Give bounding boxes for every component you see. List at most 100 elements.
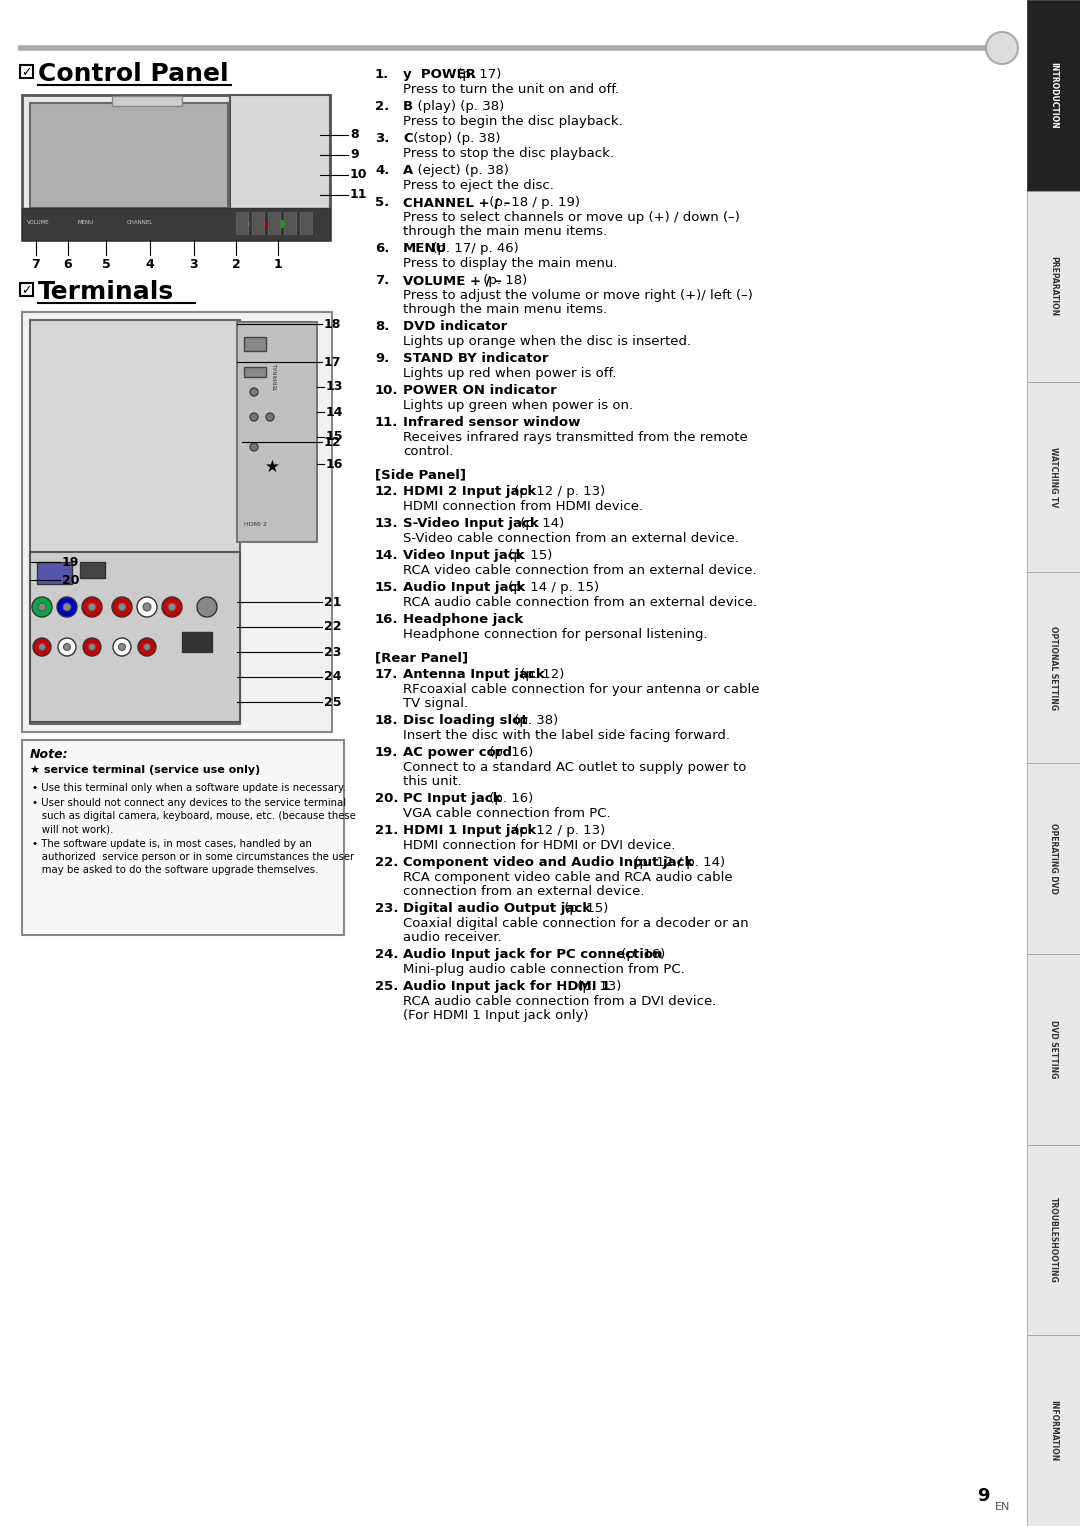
Bar: [300, 212, 312, 233]
Text: ✓: ✓: [22, 284, 32, 298]
Text: 12: 12: [324, 435, 341, 449]
Text: 20: 20: [62, 574, 80, 586]
Text: 3.: 3.: [375, 133, 390, 145]
Text: 8.: 8.: [375, 320, 390, 333]
Text: 5: 5: [102, 258, 110, 272]
Text: (p. 14 / p. 15): (p. 14 / p. 15): [503, 581, 599, 594]
Text: through the main menu items.: through the main menu items.: [403, 304, 607, 316]
Text: 6.: 6.: [375, 243, 390, 255]
Text: 5.: 5.: [375, 195, 389, 209]
Text: 3: 3: [190, 258, 199, 272]
Text: (p. 14): (p. 14): [516, 517, 565, 530]
Text: Control Panel: Control Panel: [38, 63, 229, 85]
Text: S-Video Input jack: S-Video Input jack: [403, 517, 539, 530]
Text: (p. 16): (p. 16): [617, 948, 665, 961]
Text: [Side Panel]: [Side Panel]: [375, 468, 465, 481]
Text: [Rear Panel]: [Rear Panel]: [375, 652, 468, 664]
Circle shape: [64, 644, 70, 650]
Text: (p. 18 / p. 19): (p. 18 / p. 19): [485, 195, 580, 209]
Text: Press to stop the disc playback.: Press to stop the disc playback.: [403, 146, 615, 160]
Text: Press to turn the unit on and off.: Press to turn the unit on and off.: [403, 82, 619, 96]
Text: (play) (p. 38): (play) (p. 38): [409, 101, 504, 113]
Text: HDMI 1 Input jack: HDMI 1 Input jack: [403, 824, 537, 836]
Text: (p. 12 / p. 13): (p. 12 / p. 13): [510, 485, 606, 497]
Circle shape: [986, 32, 1018, 64]
Text: 9: 9: [977, 1486, 990, 1505]
Text: RFcoaxial cable connection for your antenna or cable: RFcoaxial cable connection for your ante…: [403, 684, 759, 696]
Text: Mini-plug audio cable connection from PC.: Mini-plug audio cable connection from PC…: [403, 963, 685, 977]
Text: STAND BY indicator: STAND BY indicator: [403, 353, 549, 365]
Circle shape: [38, 603, 46, 610]
Bar: [30, 552, 240, 722]
Text: Press to adjust the volume or move right (+)/ left (–): Press to adjust the volume or move right…: [403, 288, 753, 302]
Text: audio receiver.: audio receiver.: [403, 931, 501, 945]
Text: • User should not connect any devices to the service terminal: • User should not connect any devices to…: [32, 798, 346, 807]
Text: Lights up red when power is off.: Lights up red when power is off.: [403, 366, 617, 380]
Text: • The software update is, in most cases, handled by an: • The software update is, in most cases,…: [32, 839, 312, 848]
Text: Disc loading slot: Disc loading slot: [403, 714, 528, 726]
Text: (p. 12 / p. 13): (p. 12 / p. 13): [510, 824, 606, 836]
Text: Press to select channels or move up (+) / down (–): Press to select channels or move up (+) …: [403, 211, 740, 224]
Text: (p. 16): (p. 16): [485, 746, 534, 758]
Text: OPTIONAL SETTING: OPTIONAL SETTING: [1049, 626, 1058, 710]
Text: 7: 7: [31, 258, 40, 272]
Bar: [22, 208, 330, 240]
Circle shape: [137, 597, 157, 617]
Circle shape: [63, 603, 71, 610]
Text: TV signal.: TV signal.: [403, 697, 468, 710]
Text: (eject) (p. 38): (eject) (p. 38): [409, 163, 509, 177]
Text: (p. 12): (p. 12): [516, 668, 565, 681]
Text: 11: 11: [350, 189, 367, 201]
Text: 19.: 19.: [375, 746, 399, 758]
Bar: [21, 66, 33, 78]
Bar: [244, 337, 266, 351]
Text: A: A: [403, 163, 414, 177]
Text: 14: 14: [326, 406, 343, 418]
Text: 9: 9: [350, 148, 359, 162]
Circle shape: [240, 220, 249, 229]
Text: 23.: 23.: [375, 902, 399, 916]
Text: PC Input jack: PC Input jack: [403, 792, 501, 806]
Text: 22: 22: [324, 621, 341, 633]
Text: Lights up orange when the disc is inserted.: Lights up orange when the disc is insert…: [403, 336, 691, 348]
Text: CHANNEL: CHANNEL: [127, 220, 153, 224]
Bar: [230, 95, 330, 240]
Text: HDMI connection for HDMI or DVI device.: HDMI connection for HDMI or DVI device.: [403, 839, 675, 852]
Bar: [1027, 954, 1080, 1144]
Text: 15: 15: [326, 430, 343, 444]
Circle shape: [249, 414, 258, 421]
Circle shape: [87, 603, 96, 610]
Text: (p. 18): (p. 18): [478, 275, 527, 287]
Text: Audio Input jack: Audio Input jack: [403, 581, 525, 594]
Text: (stop) (p. 38): (stop) (p. 38): [409, 133, 501, 145]
Text: RCA video cable connection from an external device.: RCA video cable connection from an exter…: [403, 565, 757, 577]
Bar: [30, 320, 240, 723]
Circle shape: [249, 443, 258, 452]
Text: 24.: 24.: [375, 948, 399, 961]
Text: 20.: 20.: [375, 792, 399, 806]
Text: Video Input jack: Video Input jack: [403, 549, 525, 562]
Bar: [30, 102, 228, 208]
Text: 1: 1: [273, 258, 282, 272]
Text: TERMINAL: TERMINAL: [274, 363, 280, 391]
Bar: [22, 95, 330, 240]
Text: RCA component video cable and RCA audio cable: RCA component video cable and RCA audio …: [403, 871, 732, 884]
Text: 22.: 22.: [375, 856, 399, 868]
Text: MENU: MENU: [77, 220, 93, 224]
Text: 21: 21: [324, 595, 341, 609]
Text: (p. 17): (p. 17): [454, 69, 502, 81]
Circle shape: [57, 597, 77, 617]
Bar: [80, 562, 105, 578]
Text: Press to eject the disc.: Press to eject the disc.: [403, 179, 554, 192]
Bar: [268, 212, 280, 233]
Bar: [37, 562, 72, 584]
Text: HDMI 2 Input jack: HDMI 2 Input jack: [403, 485, 537, 497]
Text: HDMI connection from HDMI device.: HDMI connection from HDMI device.: [403, 501, 643, 513]
Text: MENU: MENU: [403, 243, 447, 255]
Text: 8: 8: [350, 128, 359, 142]
Text: (p. 12 / p. 14): (p. 12 / p. 14): [630, 856, 725, 868]
Text: 4: 4: [146, 258, 154, 272]
Text: 25.: 25.: [375, 980, 399, 993]
Text: Press to display the main menu.: Press to display the main menu.: [403, 256, 618, 270]
Circle shape: [32, 597, 52, 617]
